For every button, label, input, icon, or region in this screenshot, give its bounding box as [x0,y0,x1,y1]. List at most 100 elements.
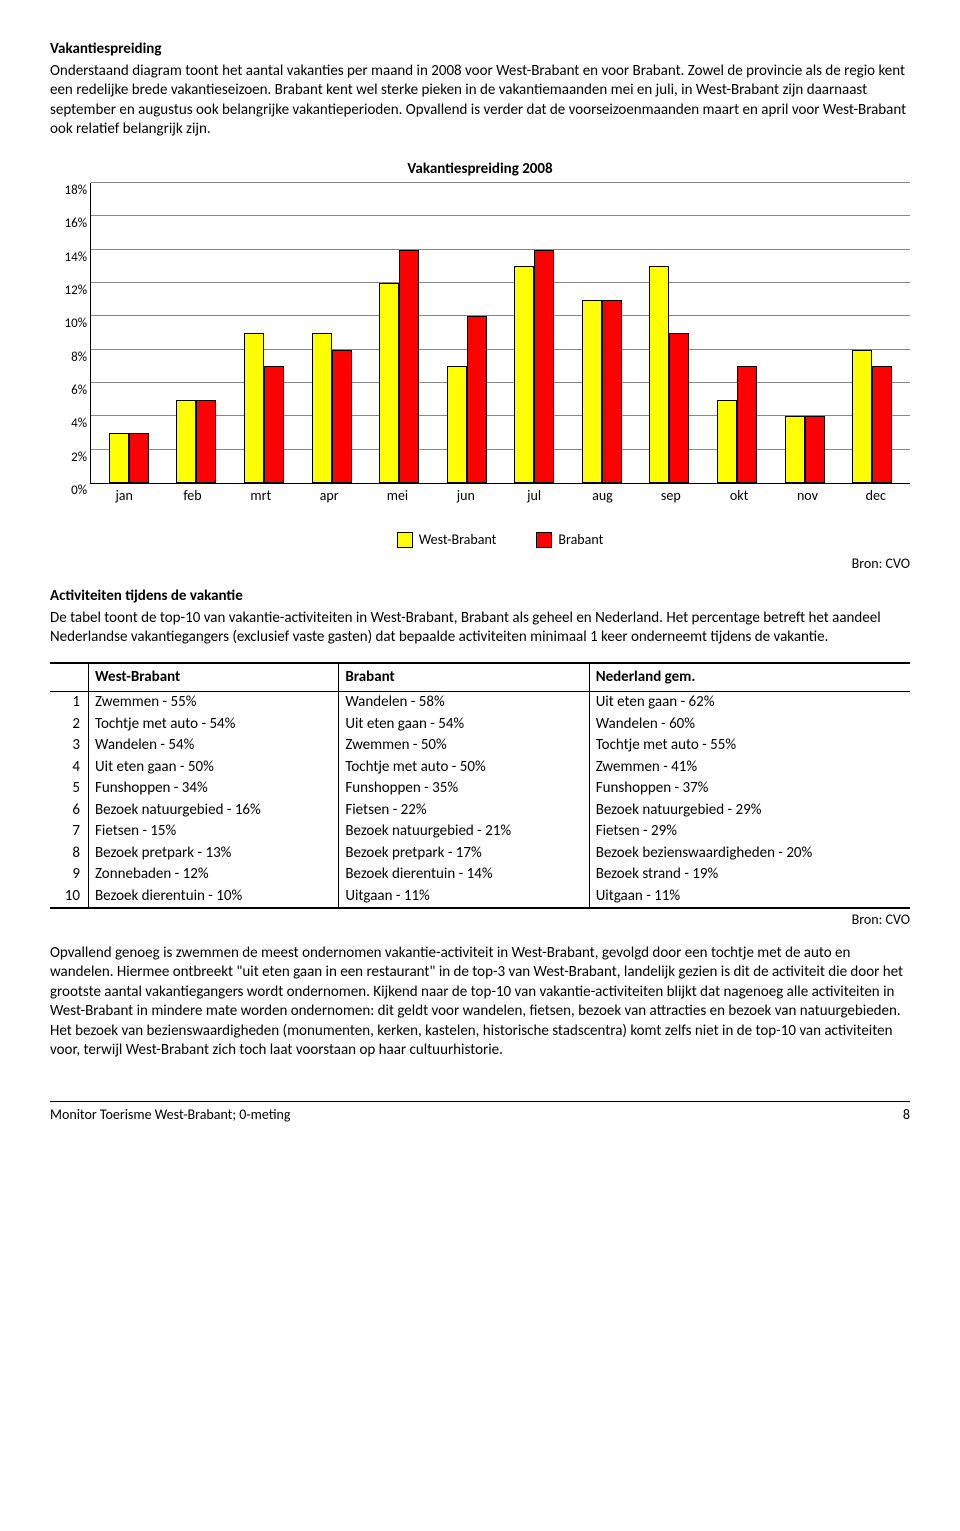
chart-xtick: mei [373,487,422,505]
table-cell: Zwemmen - 50% [339,735,589,757]
table-cell: Funshoppen - 37% [589,778,910,800]
activities-table: West-BrabantBrabantNederland gem. 1Zwemm… [50,662,910,910]
bar [379,283,399,483]
chart-vakantiespreiding: Vakantiespreiding 2008 0%2%4%6%8%10%12%1… [50,160,910,550]
bar [785,416,805,483]
chart-xtick: feb [168,487,217,505]
bar [649,266,669,483]
table-row: 8Bezoek pretpark - 13%Bezoek pretpark - … [50,843,910,865]
table-rank: 8 [50,843,89,865]
table-cell: Bezoek dierentuin - 14% [339,864,589,886]
section-heading-activiteiten: Activiteiten tijdens de vakantie [50,587,910,607]
bar [805,416,825,483]
bar-group [240,333,289,483]
bar [717,400,737,483]
table-cell: Bezoek natuurgebied - 16% [89,800,339,822]
bar-group [713,366,762,483]
bar [737,366,757,483]
chart-xtick: apr [305,487,354,505]
closing-paragraph: Opvallend genoeg is zwemmen de meest ond… [50,944,910,1061]
table-rank: 5 [50,778,89,800]
chart-xtick: aug [578,487,627,505]
table-cell: Uitgaan - 11% [339,886,589,909]
page-footer: Monitor Toerisme West-Brabant; 0-meting … [50,1101,910,1124]
table-row: 6Bezoek natuurgebied - 16%Fietsen - 22%B… [50,800,910,822]
bar [872,366,892,483]
bar-group [645,266,694,483]
table-cell: Uit eten gaan - 54% [339,714,589,736]
table-cell: Tochtje met auto - 50% [339,757,589,779]
bar [264,366,284,483]
bar [332,350,352,483]
legend-swatch [536,532,552,548]
chart-x-axis: janfebmrtaprmeijunjulaugsepoktnovdec [90,487,910,505]
legend-item: West-Brabant [397,531,497,549]
bar [467,316,487,483]
chart-plot-area: 0%2%4%6%8%10%12%14%16%18% [90,183,910,484]
section-heading-vakantiespreiding: Vakantiespreiding [50,40,910,60]
bar-group [104,433,153,483]
table-cell: Uitgaan - 11% [589,886,910,909]
bar-group [442,316,491,483]
table-rank: 4 [50,757,89,779]
footer-page-number: 8 [903,1106,910,1124]
bar [176,400,196,483]
bar [196,400,216,483]
bar-group [578,300,627,483]
chart-xtick: okt [715,487,764,505]
table-cell: Fietsen - 15% [89,821,339,843]
table-rank: 9 [50,864,89,886]
chart-xtick: jul [510,487,559,505]
bar [447,366,467,483]
bar-group [172,400,221,483]
table-rank: 10 [50,886,89,909]
chart-legend: West-Brabant Brabant [90,531,910,549]
table-cell: Bezoek pretpark - 13% [89,843,339,865]
table-rank: 7 [50,821,89,843]
legend-label: Brabant [558,531,603,549]
chart-xtick: dec [851,487,900,505]
table-cell: Bezoek strand - 19% [589,864,910,886]
bar [534,250,554,483]
bar-group [848,350,897,483]
bar [399,250,419,483]
table-cell: Fietsen - 29% [589,821,910,843]
table-row: 7Fietsen - 15%Bezoek natuurgebied - 21%F… [50,821,910,843]
bar [669,333,689,483]
table-cell: Zwemmen - 41% [589,757,910,779]
table-header: Nederland gem. [589,663,910,692]
table-row: 4Uit eten gaan - 50%Tochtje met auto - 5… [50,757,910,779]
bar [582,300,602,483]
table-source: Bron: CVO [50,911,910,929]
bar [602,300,622,483]
chart-xtick: sep [646,487,695,505]
section-body-vakantiespreiding: Onderstaand diagram toont het aantal vak… [50,62,910,140]
table-cell: Tochtje met auto - 54% [89,714,339,736]
bar-group [307,333,356,483]
table-row: 10Bezoek dierentuin - 10%Uitgaan - 11%Ui… [50,886,910,909]
bar-group [375,250,424,483]
table-cell: Wandelen - 60% [589,714,910,736]
table-cell: Tochtje met auto - 55% [589,735,910,757]
table-cell: Bezoek natuurgebied - 29% [589,800,910,822]
table-cell: Uit eten gaan - 50% [89,757,339,779]
bar [312,333,332,483]
table-cell: Bezoek natuurgebied - 21% [339,821,589,843]
table-rank: 1 [50,692,89,714]
table-row: 3Wandelen - 54%Zwemmen - 50%Tochtje met … [50,735,910,757]
legend-swatch [397,532,413,548]
bar-group [510,250,559,483]
table-cell: Funshoppen - 34% [89,778,339,800]
table-cell: Bezoek pretpark - 17% [339,843,589,865]
table-cell: Zonnebaden - 12% [89,864,339,886]
footer-title: Monitor Toerisme West-Brabant; 0-meting [50,1106,291,1124]
legend-label: West-Brabant [419,531,497,549]
bar-group [780,416,829,483]
section-body-activiteiten: De tabel toont de top-10 van vakantie-ac… [50,609,910,648]
legend-item: Brabant [536,531,603,549]
chart-xtick: jan [100,487,149,505]
bar [109,433,129,483]
table-header: Brabant [339,663,589,692]
table-row: 9Zonnebaden - 12%Bezoek dierentuin - 14%… [50,864,910,886]
bar [129,433,149,483]
